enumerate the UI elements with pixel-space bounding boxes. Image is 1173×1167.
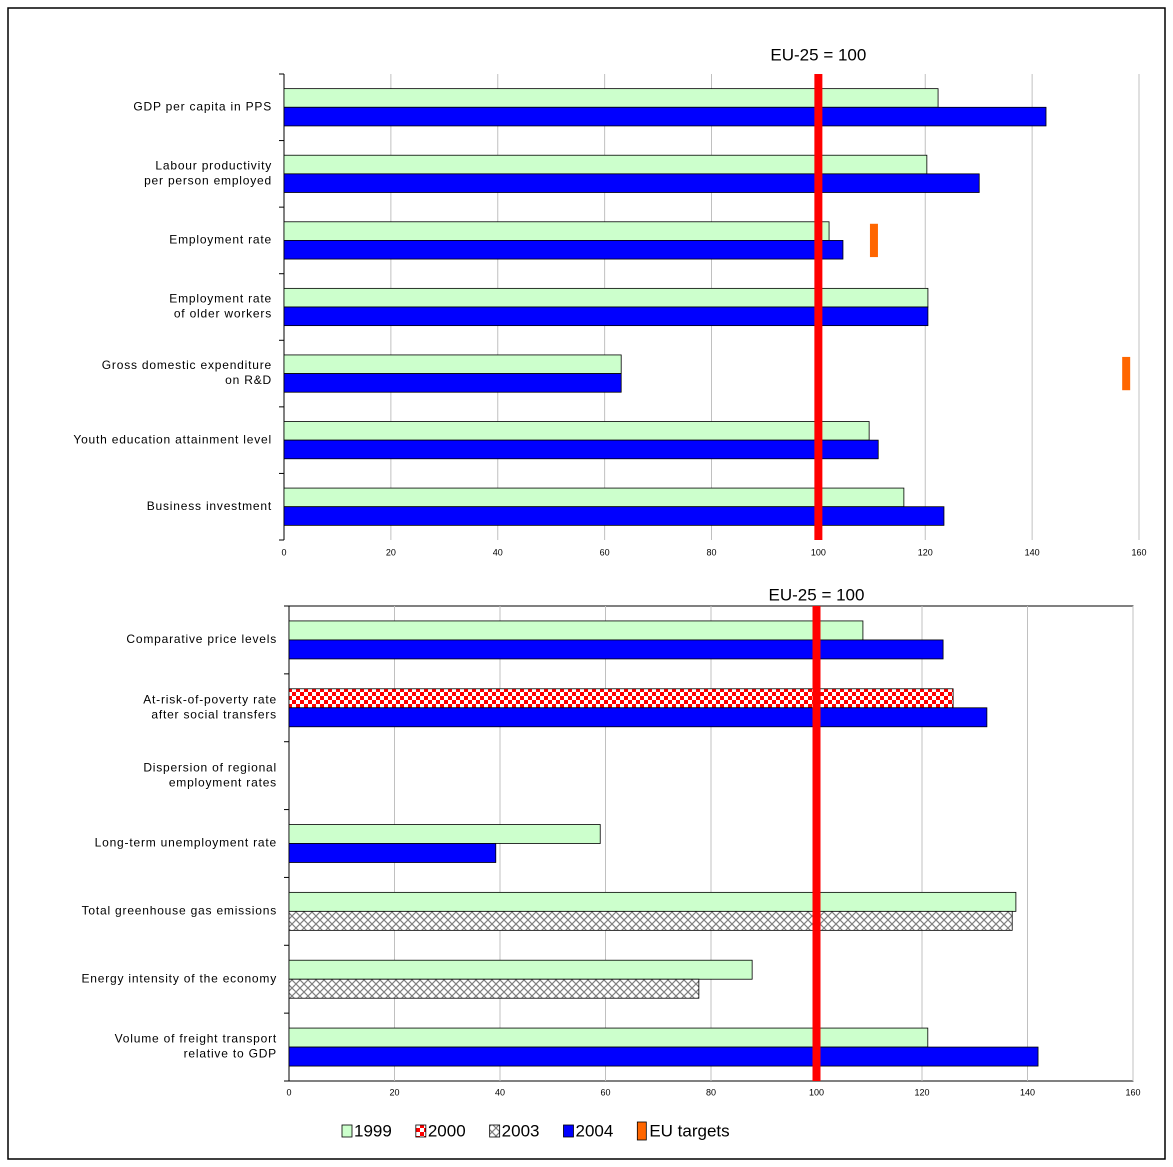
target-marker [1122,356,1131,391]
x-tick-label: 80 [706,547,716,557]
legend-label: 2004 [575,1121,613,1140]
legend-item: EU targets [636,1121,730,1141]
category-label: At-risk-of-poverty rate [143,692,277,706]
legend-item: 2000 [415,1121,466,1140]
x-tick-label: 120 [918,547,933,557]
category-label: Long-term unemployment rate [95,836,277,850]
bar [283,506,945,526]
category-label: after social transfers [151,707,277,721]
bar [288,978,700,999]
category-label: Volume of freight transport [115,1032,277,1046]
bar [283,88,939,108]
category-label: of older workers [174,307,272,321]
bar [288,959,753,980]
x-tick-label: 140 [1020,1087,1035,1097]
bar [283,439,879,460]
bar [283,306,929,327]
x-tick-label: 20 [389,1087,399,1097]
bar [288,707,988,728]
x-tick-label: 100 [811,547,826,557]
legend-label: EU targets [649,1121,729,1140]
legend-item: 1999 [341,1121,392,1140]
bar [283,173,980,193]
bar [283,421,870,441]
legend-swatch [563,1124,574,1138]
legend-item: 2003 [489,1121,540,1140]
x-tick-label: 60 [600,1087,610,1097]
category-label: Dispersion of regional [143,760,277,774]
bar [288,1046,1039,1067]
bar [283,221,830,241]
category-label: Youth education attainment level [73,432,272,446]
category-label: on R&D [225,373,272,387]
category-label: Comparative price levels [126,632,277,646]
legend-swatch [415,1124,427,1138]
x-tick-label: 40 [495,1087,505,1097]
target-marker [869,223,878,258]
bar [288,688,954,709]
legend-swatch [489,1124,501,1138]
x-tick-label: 140 [1025,547,1040,557]
bar [288,824,601,844]
category-label: Gross domestic expenditure [102,358,272,372]
outer-border [7,7,1166,1160]
reference-label: EU-25 = 100 [769,585,865,604]
legend-swatch [636,1121,647,1141]
bar [288,639,944,660]
legend-item: 2004 [563,1121,613,1140]
bar [283,106,1047,127]
category-label: GDP per capita in PPS [133,99,272,113]
bar [283,487,905,508]
category-label: employment rates [169,775,277,789]
x-tick-label: 0 [281,547,286,557]
bar [283,240,844,260]
bar [288,1027,929,1048]
bar [283,354,622,374]
bar [283,373,622,393]
x-tick-label: 40 [493,547,503,557]
x-tick-label: 160 [1125,1087,1140,1097]
x-tick-label: 120 [914,1087,929,1097]
category-label: per person employed [144,174,272,188]
category-label: Labour productivity [155,159,272,173]
bar [288,910,1013,931]
bar [283,154,928,175]
legend-swatch [341,1124,353,1138]
bar [283,287,929,308]
bar [288,843,497,863]
reference-label: EU-25 = 100 [770,45,866,64]
x-tick-label: 80 [706,1087,716,1097]
category-label: Energy intensity of the economy [81,971,277,985]
x-tick-label: 160 [1131,547,1146,557]
bar [288,891,1017,912]
legend-label: 1999 [354,1121,392,1140]
legend-label: 2000 [428,1121,466,1140]
x-tick-label: 100 [809,1087,824,1097]
category-label: relative to GDP [184,1047,277,1061]
category-label: Business investment [147,499,272,513]
category-label: Employment rate [169,233,272,247]
bar [288,620,864,641]
category-label: Employment rate [169,292,272,306]
category-label: Total greenhouse gas emissions [82,904,277,918]
x-tick-label: 60 [600,547,610,557]
x-tick-label: 0 [286,1087,291,1097]
x-tick-label: 20 [386,547,396,557]
legend-label: 2003 [502,1121,540,1140]
